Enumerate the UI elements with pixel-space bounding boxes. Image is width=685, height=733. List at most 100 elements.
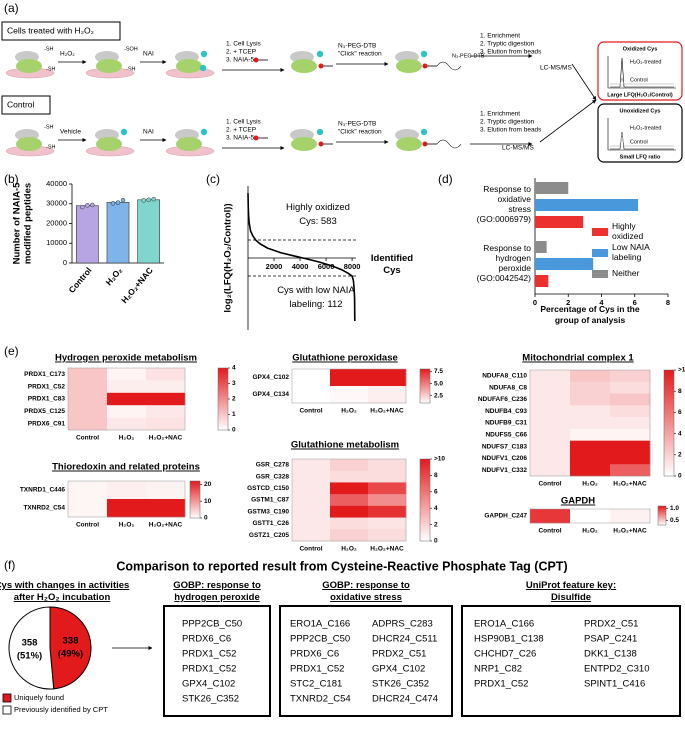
heatmap-cell: [107, 368, 147, 381]
row-title: Control: [7, 99, 35, 109]
heatmap-cell: [292, 470, 331, 483]
pie-slice: [49, 606, 92, 690]
heatmap-frame: [529, 369, 651, 477]
outcome-title: Unoxidized Cys: [620, 108, 661, 114]
replicate-point: [90, 202, 95, 208]
column-label: H₂O₂+NAC: [149, 522, 183, 529]
heatmap-cell: [610, 381, 651, 394]
list-item: DKK1_C138: [584, 649, 637, 660]
annotation: Cys with low NAIA labeling: 112: [277, 285, 355, 310]
site-label: -SH: [44, 124, 54, 130]
heatmap-cell: [530, 428, 571, 441]
probe-head: [318, 63, 324, 69]
colorbar: [657, 505, 667, 526]
list-item: PRDX1_C52: [182, 649, 236, 660]
heatmap-cell: [368, 369, 407, 387]
heatmap-cell: [146, 392, 186, 406]
column-label: H₂O₂: [119, 522, 135, 529]
list-item: STK26_C352: [182, 694, 239, 705]
heatmap-cell: [330, 482, 369, 495]
step-text: 2. + TCEP: [226, 49, 256, 56]
column-label: Control: [76, 435, 99, 442]
list-box: [163, 605, 271, 717]
column-label: Control: [76, 522, 99, 529]
column-label: H₂O₂+NAC: [613, 481, 647, 488]
list-title: GOBP: response to hydrogen peroxide: [173, 580, 261, 603]
x-tick-label: 0: [533, 298, 537, 307]
probe-head: [422, 141, 428, 147]
colorbar-label: 1.0: [670, 505, 679, 512]
heatmap-cell: [610, 405, 651, 418]
site-label: -SH: [46, 144, 56, 150]
panel-label: (d): [438, 172, 453, 186]
protein-green: [291, 137, 317, 151]
heatmap-title: GAPDH: [561, 496, 595, 507]
nai-label: [420, 50, 428, 58]
row-label: GAPDH_C247: [484, 513, 527, 520]
row-label: NDUFV1_C332: [482, 467, 528, 474]
heatmap-title: Hydrogen peroxide metabolism: [55, 353, 197, 364]
heatmap-cell: [292, 459, 331, 472]
annotation: Highly oxidized Cys: 583: [286, 202, 350, 227]
row-label: NDUFB9_C31: [485, 420, 527, 427]
nai-label: [120, 128, 128, 136]
probe-head: [253, 57, 259, 63]
colorbar-label: 5.0: [434, 380, 443, 387]
column-label: H₂O₂: [341, 408, 357, 415]
colorbar-label: 7.5: [434, 368, 443, 375]
step-text: 1. Enrichment: [480, 33, 520, 40]
heatmap-cell: [368, 529, 407, 542]
panel-label: (f): [4, 558, 15, 572]
column-label: Control: [538, 481, 561, 488]
bar: [106, 202, 130, 264]
heatmap-cell: [146, 405, 186, 418]
list-item: NRP1_C82: [474, 664, 522, 675]
ms-label: LC-MS/MS: [540, 65, 572, 72]
step-text: N₃-PEG-DTB: [338, 121, 376, 128]
protein-green: [16, 137, 42, 151]
step-text: 2. Tryptic digestion: [480, 119, 535, 126]
row-label: GSTM1_C87: [251, 497, 289, 504]
tag-linker: [436, 61, 462, 71]
heatmap-cell: [530, 370, 571, 383]
bar: [535, 258, 594, 270]
list-item: ENTPD2_C310: [584, 664, 649, 675]
heatmap-title: Glutathione peroxidase: [292, 353, 398, 364]
heatmap-cell: [68, 481, 108, 500]
legend-swatch: [2, 705, 12, 715]
heatmap-cell: [368, 494, 407, 507]
row-label: GSTCD_C150: [247, 485, 289, 492]
trace-label: H₂O₂-treated: [630, 59, 661, 65]
column-label: Control: [299, 546, 322, 553]
heatmap-cell: [68, 405, 108, 418]
bar: [137, 199, 161, 264]
x-tick-label: 2000: [266, 262, 283, 271]
legend-swatch: [2, 693, 12, 703]
x-tick-label: 2: [566, 298, 570, 307]
heatmap-cell: [368, 386, 407, 404]
section-title: Comparison to reported result from Cyste…: [116, 559, 567, 573]
column-label: H₂O₂+NAC: [370, 408, 404, 415]
heatmap-cell: [610, 509, 651, 524]
colorbar-label: 0.5: [670, 517, 679, 524]
heatmap-cell: [610, 440, 651, 453]
list-item: STK26_C352: [372, 679, 429, 690]
heatmap-cell: [146, 481, 186, 500]
x-tick-label: 8: [666, 298, 670, 307]
list-item: PRDX2_C51: [372, 649, 426, 660]
row-label: PRDX6_C91: [28, 421, 66, 428]
mini-trace: [610, 77, 674, 85]
step-text: "Click" reaction: [338, 129, 382, 136]
heatmap-cell: [610, 452, 651, 465]
legend-label: Low NAIA labeling: [612, 242, 650, 262]
row-label: NDUFAF6_C236: [478, 396, 528, 403]
heatmap-cell: [146, 368, 186, 381]
heatmap-cell: [530, 393, 571, 406]
row-label: PRDX5_C125: [24, 408, 65, 415]
outcome-box: [597, 103, 683, 163]
heatmap-cell: [570, 440, 611, 453]
column-label: H₂O₂+NAC: [370, 546, 404, 553]
heatmap-cell: [107, 380, 147, 394]
heatmap-cell: [107, 392, 147, 406]
heatmap-cell: [292, 505, 331, 518]
